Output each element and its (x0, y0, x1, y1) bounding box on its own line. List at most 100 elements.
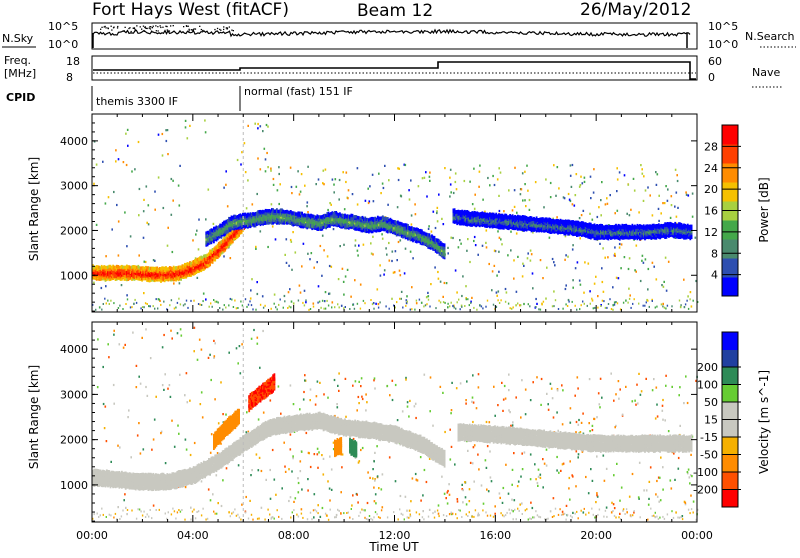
nsearch-point (151, 31, 152, 32)
power-noise-cell (671, 204, 673, 206)
power-noise-cell (525, 205, 527, 207)
power-noise-cell (572, 248, 574, 250)
power-noise-cell (247, 125, 249, 127)
power-ground-cell (225, 307, 226, 309)
power-noise-cell (629, 257, 631, 259)
power-noise-cell (507, 254, 509, 256)
power-noise-cell (116, 204, 118, 206)
power-noise-cell (371, 253, 373, 255)
power-noise-cell (260, 125, 262, 127)
power-noise-cell (339, 245, 341, 247)
power-noise-cell (279, 183, 281, 185)
power-noise-cell (629, 294, 631, 296)
power-echo-cell (444, 243, 446, 246)
power-noise-cell (246, 207, 248, 209)
power-ground-cell (647, 300, 648, 302)
power-ground-cell (310, 308, 311, 310)
power-ground-cell (364, 302, 365, 304)
power-noise-cell (688, 194, 690, 196)
nsearch-point (233, 30, 234, 31)
nsearch-point (160, 27, 161, 28)
nsky-trace (93, 25, 690, 48)
power-ground-cell (284, 300, 285, 302)
power-noise-cell (579, 280, 581, 282)
nsearch-point (165, 26, 166, 27)
power-noise-cell (272, 225, 274, 227)
nsearch-point (199, 26, 200, 27)
nsky-label: N.Sky (2, 32, 34, 45)
nsearch-point (134, 27, 135, 28)
power-ground-cell (174, 308, 175, 310)
power-noise-cell (373, 200, 375, 202)
power-noise-cell (303, 243, 305, 245)
power-ground-cell (215, 301, 216, 303)
power-noise-cell (264, 148, 266, 150)
power-noise-cell (667, 188, 669, 190)
power-noise-cell (172, 251, 174, 253)
nsearch-point (131, 31, 132, 32)
power-noise-cell (105, 202, 107, 204)
power-noise-cell (127, 145, 129, 147)
power-noise-cell (487, 177, 489, 179)
power-noise-cell (205, 131, 207, 133)
power-noise-cell (482, 245, 484, 247)
power-ground-cell (379, 301, 380, 303)
power-ground-cell (222, 309, 223, 311)
power-ground-cell (113, 302, 114, 304)
power-ground-cell (520, 304, 521, 306)
power-noise-cell (105, 285, 107, 287)
power-noise-cell (599, 243, 601, 245)
power-noise-cell (590, 176, 592, 178)
power-noise-cell (433, 211, 435, 213)
power-ground-cell (218, 302, 219, 304)
power-noise-cell (304, 290, 306, 292)
power-noise-cell (577, 261, 579, 263)
power-noise-cell (582, 182, 584, 184)
power-noise-cell (456, 291, 458, 293)
power-ground-cell (317, 302, 318, 304)
power-noise-cell (657, 173, 659, 175)
power-noise-cell (275, 238, 277, 240)
power-noise-cell (638, 211, 640, 213)
power-noise-cell (486, 229, 488, 231)
nsearch-point (191, 29, 192, 30)
power-noise-cell (96, 164, 98, 166)
power-ground-cell (540, 309, 541, 311)
power-noise-cell (592, 299, 594, 301)
power-noise-cell (392, 251, 394, 253)
power-noise-cell (266, 124, 268, 126)
power-ground-cell (493, 304, 494, 306)
power-ground-cell (234, 300, 235, 302)
power-noise-cell (167, 245, 169, 247)
power-ground-cell (558, 308, 559, 310)
power-noise-cell (408, 189, 410, 191)
power-noise-cell (313, 303, 315, 305)
power-noise-cell (598, 206, 600, 208)
power-ground-cell (186, 300, 187, 302)
power-ground-cell (274, 303, 275, 305)
power-noise-cell (338, 278, 340, 280)
power-ground-cell (252, 308, 253, 310)
power-noise-cell (691, 305, 693, 307)
power-noise-cell (619, 243, 621, 245)
power-noise-cell (593, 192, 595, 194)
power-noise-cell (671, 195, 673, 197)
power-noise-cell (255, 248, 257, 250)
power-noise-cell (575, 194, 577, 196)
nsearch-point (141, 29, 142, 30)
power-noise-cell (434, 266, 436, 268)
power-ground-cell (119, 305, 120, 307)
power-ground-cell (122, 308, 123, 310)
power-noise-cell (602, 281, 604, 283)
power-noise-cell (414, 203, 416, 205)
power-noise-cell (341, 305, 343, 307)
power-ground-cell (662, 305, 663, 307)
power-noise-cell (381, 233, 383, 235)
power-noise-cell (513, 278, 515, 280)
power-noise-cell (516, 232, 518, 234)
power-noise-cell (491, 289, 493, 291)
power-ground-cell (212, 306, 213, 308)
nsearch-point (117, 26, 118, 27)
power-noise-cell (642, 173, 644, 175)
power-noise-cell (321, 275, 323, 277)
